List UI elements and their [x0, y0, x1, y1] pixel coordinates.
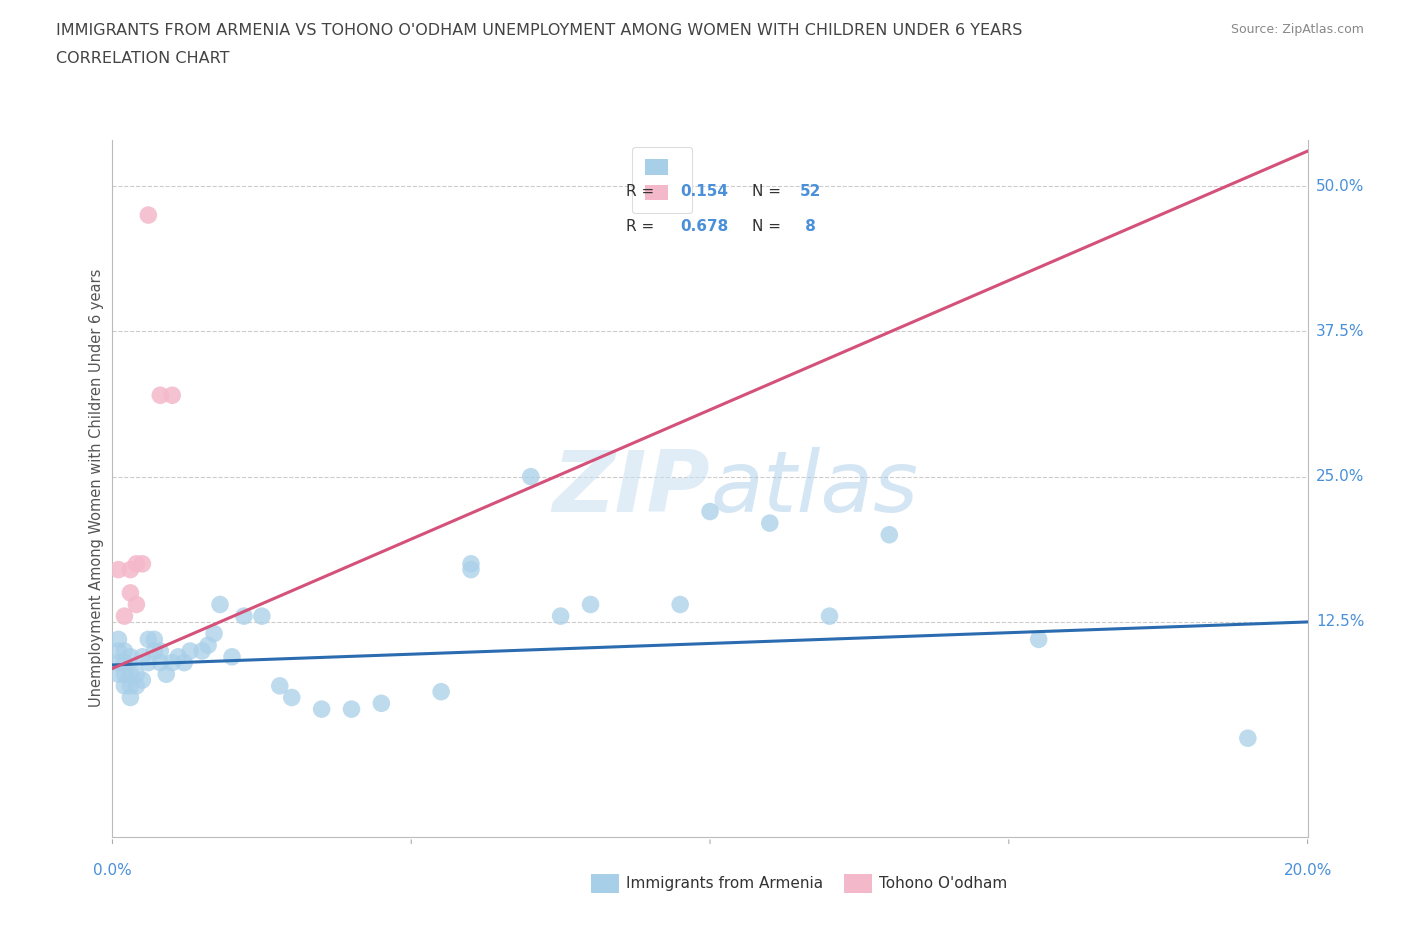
- Text: N =: N =: [752, 184, 786, 199]
- Point: [138, 632, 160, 647]
- Point: [125, 556, 148, 571]
- Point: [520, 470, 543, 485]
- Point: [131, 649, 153, 664]
- Point: [107, 644, 129, 658]
- Point: [202, 626, 225, 641]
- Point: [149, 656, 172, 671]
- Text: IMMIGRANTS FROM ARMENIA VS TOHONO O'ODHAM UNEMPLOYMENT AMONG WOMEN WITH CHILDREN: IMMIGRANTS FROM ARMENIA VS TOHONO O'ODHA…: [56, 23, 1022, 38]
- Point: [197, 638, 219, 653]
- Point: [138, 207, 160, 222]
- Point: [759, 516, 782, 531]
- Point: [107, 667, 129, 682]
- Point: [167, 649, 190, 664]
- Text: 0.678: 0.678: [681, 219, 728, 234]
- Point: [173, 656, 195, 671]
- Point: [143, 632, 166, 647]
- Point: [311, 702, 333, 717]
- Point: [107, 562, 129, 577]
- Point: [120, 690, 142, 705]
- Point: [430, 684, 453, 699]
- Point: [1237, 731, 1260, 746]
- Text: 8: 8: [800, 219, 815, 234]
- Text: atlas: atlas: [710, 446, 918, 530]
- Point: [221, 649, 243, 664]
- Point: [269, 679, 291, 694]
- Legend: , : ,: [633, 147, 692, 213]
- Point: [340, 702, 363, 717]
- Point: [370, 696, 392, 711]
- Point: [162, 388, 183, 403]
- Text: R =: R =: [626, 184, 659, 199]
- Point: [250, 609, 273, 624]
- Point: [579, 597, 602, 612]
- Point: [107, 656, 129, 671]
- Point: [107, 632, 129, 647]
- Point: [120, 562, 142, 577]
- Point: [162, 656, 183, 671]
- Point: [131, 556, 153, 571]
- Text: 0.0%: 0.0%: [93, 863, 132, 878]
- Y-axis label: Unemployment Among Women with Children Under 6 years: Unemployment Among Women with Children U…: [89, 269, 104, 708]
- Text: 20.0%: 20.0%: [1284, 863, 1331, 878]
- Point: [114, 667, 135, 682]
- Text: 0.154: 0.154: [681, 184, 728, 199]
- Point: [460, 562, 482, 577]
- Point: [114, 679, 135, 694]
- Text: R =: R =: [626, 219, 659, 234]
- Point: [669, 597, 692, 612]
- Text: 12.5%: 12.5%: [1316, 615, 1364, 630]
- Point: [138, 656, 160, 671]
- Text: Source: ZipAtlas.com: Source: ZipAtlas.com: [1230, 23, 1364, 36]
- Point: [149, 644, 172, 658]
- Point: [120, 649, 142, 664]
- Text: N =: N =: [752, 219, 786, 234]
- Text: Tohono O'odham: Tohono O'odham: [879, 876, 1007, 891]
- Point: [1028, 632, 1050, 647]
- Point: [125, 597, 148, 612]
- Point: [179, 644, 201, 658]
- Point: [155, 667, 177, 682]
- Text: 25.0%: 25.0%: [1316, 469, 1364, 485]
- Point: [143, 644, 166, 658]
- Text: 52: 52: [800, 184, 821, 199]
- Point: [699, 504, 721, 519]
- Point: [125, 667, 148, 682]
- Point: [114, 609, 135, 624]
- Point: [550, 609, 572, 624]
- Point: [191, 644, 214, 658]
- Text: Immigrants from Armenia: Immigrants from Armenia: [626, 876, 823, 891]
- Point: [818, 609, 841, 624]
- Point: [114, 656, 135, 671]
- Text: ZIP: ZIP: [553, 446, 710, 530]
- Point: [460, 556, 482, 571]
- Text: 50.0%: 50.0%: [1316, 179, 1364, 193]
- Point: [120, 667, 142, 682]
- Point: [131, 672, 153, 687]
- Point: [877, 527, 901, 542]
- Point: [149, 388, 172, 403]
- Point: [120, 679, 142, 694]
- Point: [125, 679, 148, 694]
- Point: [208, 597, 231, 612]
- Point: [120, 586, 142, 601]
- Point: [281, 690, 304, 705]
- Text: CORRELATION CHART: CORRELATION CHART: [56, 51, 229, 66]
- Point: [232, 609, 256, 624]
- Text: 37.5%: 37.5%: [1316, 324, 1364, 339]
- Point: [114, 644, 135, 658]
